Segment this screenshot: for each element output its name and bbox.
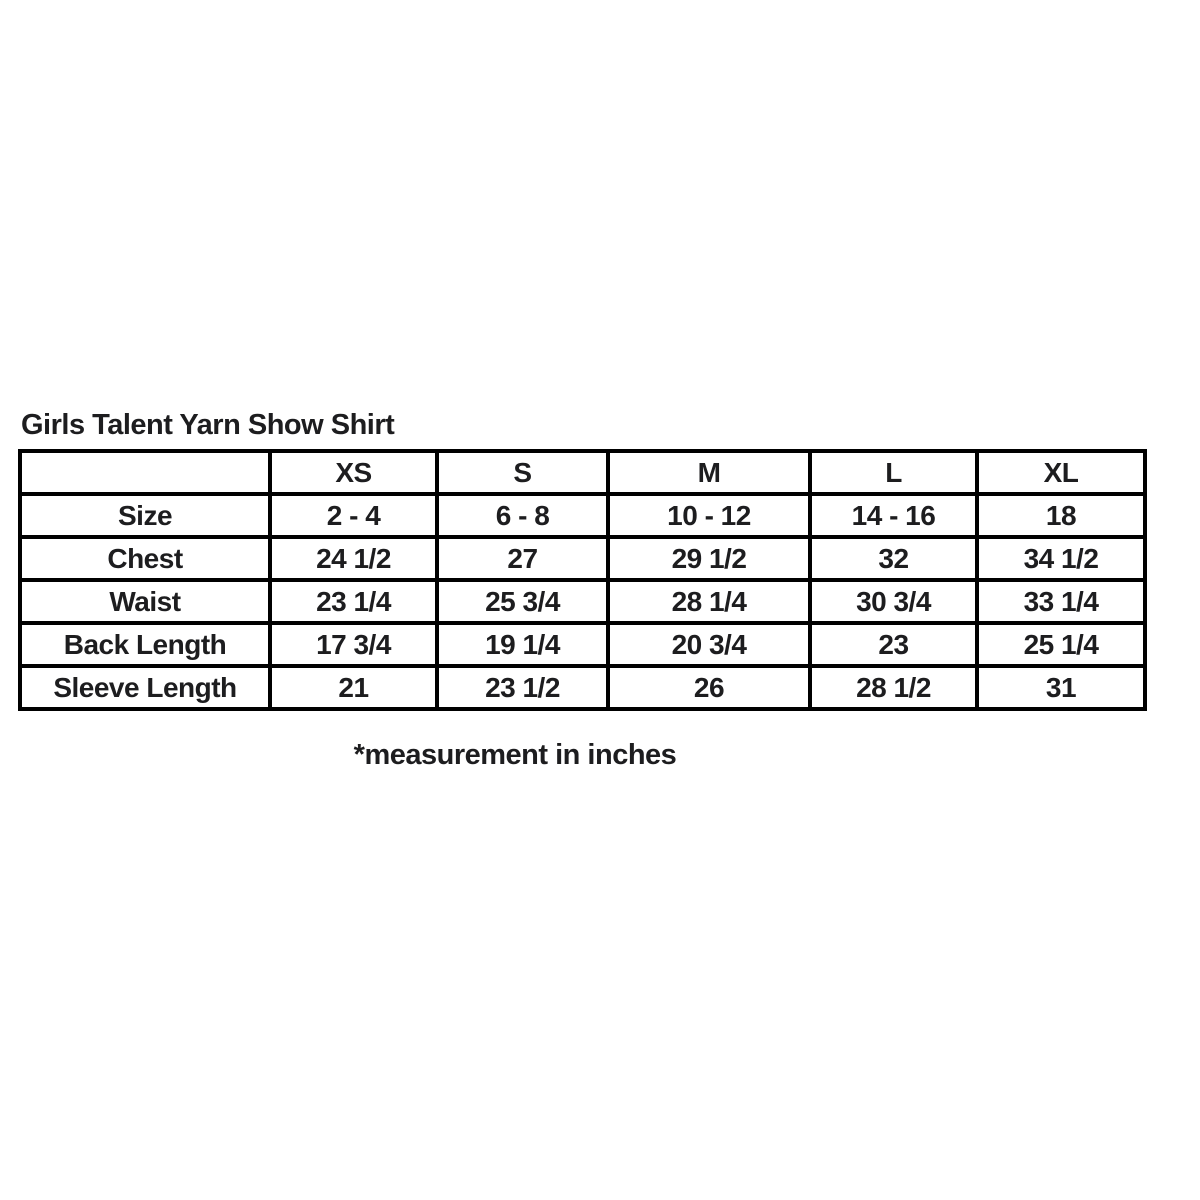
header-row: XS S M L XL	[18, 449, 1147, 496]
table-cell: 10 - 12	[606, 492, 812, 539]
row-label: Sleeve Length	[18, 664, 272, 711]
table-cell: 2 - 4	[268, 492, 439, 539]
row-label: Size	[18, 492, 272, 539]
column-header-m: M	[606, 449, 812, 496]
column-header-xs: XS	[268, 449, 439, 496]
table-cell: 23 1/2	[435, 664, 610, 711]
row-label: Back Length	[18, 621, 272, 668]
table-cell: 18	[975, 492, 1147, 539]
page-title: Girls Talent Yarn Show Shirt	[21, 409, 395, 441]
row-label: Chest	[18, 535, 272, 582]
table-cell: 19 1/4	[435, 621, 610, 668]
table-cell: 24 1/2	[268, 535, 439, 582]
column-header-l: L	[808, 449, 979, 496]
corner-cell	[18, 449, 272, 496]
table-cell: 26	[606, 664, 812, 711]
table-cell: 20 3/4	[606, 621, 812, 668]
table-cell: 25 3/4	[435, 578, 610, 625]
row-label: Waist	[18, 578, 272, 625]
table-cell: 28 1/4	[606, 578, 812, 625]
table-cell: 34 1/2	[975, 535, 1147, 582]
table-cell: 28 1/2	[808, 664, 979, 711]
table-cell: 32	[808, 535, 979, 582]
column-header-xl: XL	[975, 449, 1147, 496]
table-cell: 6 - 8	[435, 492, 610, 539]
table-cell: 14 - 16	[808, 492, 979, 539]
table-cell: 21	[268, 664, 439, 711]
table-cell: 23 1/4	[268, 578, 439, 625]
table-cell: 23	[808, 621, 979, 668]
table-cell: 27	[435, 535, 610, 582]
table-cell: 29 1/2	[606, 535, 812, 582]
table-cell: 30 3/4	[808, 578, 979, 625]
table-cell: 25 1/4	[975, 621, 1147, 668]
table-row: Back Length 17 3/4 19 1/4 20 3/4 23 25 1/4	[18, 621, 1147, 668]
table-cell: 33 1/4	[975, 578, 1147, 625]
table-row: Chest 24 1/2 27 29 1/2 32 34 1/2	[18, 535, 1147, 582]
measurement-footnote: *measurement in inches	[353, 739, 677, 771]
table-row: Waist 23 1/4 25 3/4 28 1/4 30 3/4 33 1/4	[18, 578, 1147, 625]
table-cell: 31	[975, 664, 1147, 711]
column-header-s: S	[435, 449, 610, 496]
table-cell: 17 3/4	[268, 621, 439, 668]
table-row: Sleeve Length 21 23 1/2 26 28 1/2 31	[18, 664, 1147, 711]
